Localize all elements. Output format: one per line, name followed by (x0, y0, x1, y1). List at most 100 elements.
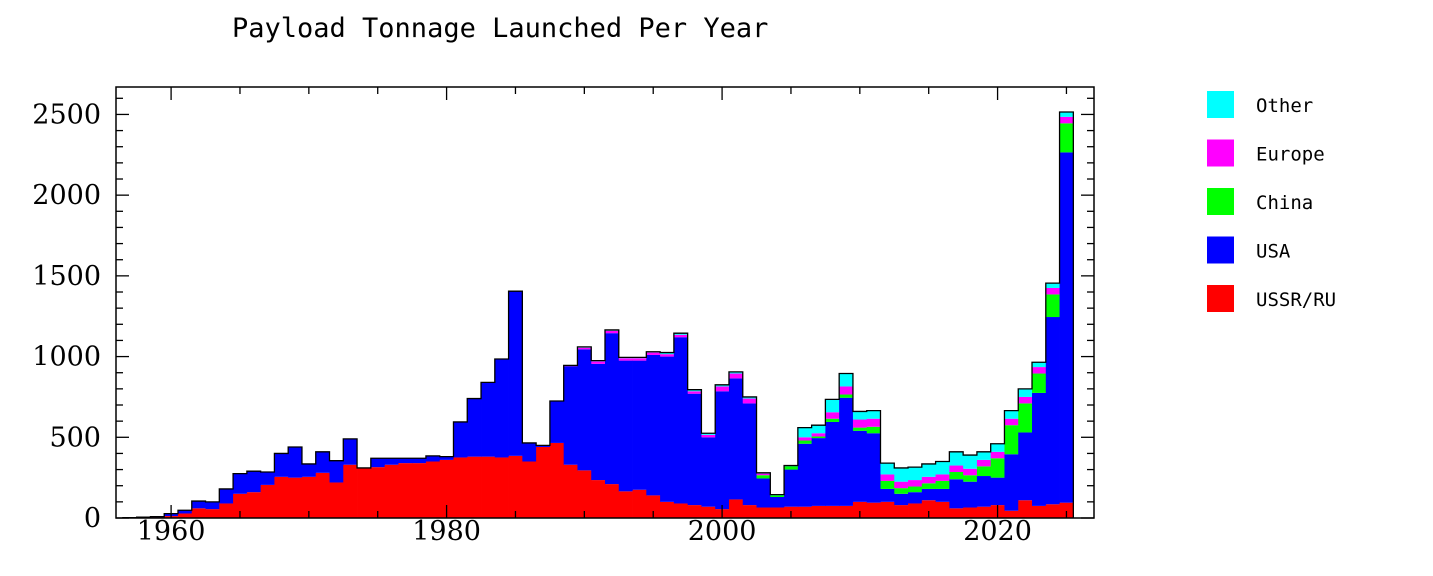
y-tick-label-0: 0 (84, 503, 101, 534)
bar-europe-2013 (894, 481, 909, 489)
bar-usa-2024 (1045, 317, 1060, 505)
bar-ussr-ru-1973 (343, 464, 358, 518)
bar-ussr-ru-2021 (1004, 510, 1019, 518)
bar-europe-2016 (935, 474, 950, 481)
bar-usa-2000 (715, 391, 730, 510)
bar-usa-1966 (246, 471, 262, 493)
bar-other-2001 (728, 371, 744, 374)
bar-ussr-ru-2015 (921, 500, 936, 518)
bar-europe-1992 (605, 330, 620, 334)
bar-other-2009 (839, 373, 854, 387)
bar-china-2006 (797, 440, 813, 444)
bar-ussr-ru-1982 (467, 456, 482, 518)
bar-ussr-ru-2018 (963, 507, 978, 518)
bar-ussr-ru-1969 (288, 477, 303, 518)
bar-other-2020 (990, 443, 1005, 452)
bar-ussr-ru-1999 (701, 506, 716, 518)
bar-europe-1990 (577, 347, 592, 350)
bar-europe-2001 (728, 373, 744, 379)
bar-usa-2019 (976, 476, 992, 507)
bar-usa-1994 (632, 360, 647, 490)
bar-usa-1984 (494, 359, 509, 458)
bar-other-2019 (976, 451, 992, 460)
bar-europe-1995 (646, 352, 661, 355)
bar-ussr-ru-2019 (976, 506, 992, 518)
bar-usa-1963 (205, 501, 220, 510)
x-tick-label-2020: 2020 (963, 516, 1032, 547)
bar-china-2005 (784, 466, 799, 470)
plot-frame (115, 86, 1095, 519)
bar-usa-2004 (770, 497, 785, 508)
bar-ussr-ru-2009 (839, 505, 854, 518)
bar-usa-2003 (756, 478, 771, 508)
bar-ussr-ru-1984 (494, 457, 509, 518)
bar-china-2009 (839, 394, 854, 398)
bar-ussr-ru-2011 (866, 502, 881, 518)
bar-usa-1996 (660, 356, 675, 502)
bar-usa-2014 (908, 492, 923, 504)
bar-usa-1998 (687, 393, 702, 506)
bar-usa-2018 (963, 481, 978, 508)
bar-ussr-ru-2022 (1018, 500, 1033, 518)
bar-ussr-ru-1976 (384, 464, 399, 518)
bar-ussr-ru-1985 (508, 455, 523, 518)
bar-europe-2009 (839, 386, 854, 395)
bar-ussr-ru-1967 (260, 484, 275, 518)
bar-usa-2007 (811, 438, 826, 506)
bar-ussr-ru-2006 (797, 506, 813, 518)
bar-ussr-ru-2014 (908, 503, 923, 518)
bar-ussr-ru-1996 (660, 501, 675, 518)
y-tick-label-2000: 2000 (32, 180, 101, 211)
bar-usa-1973 (343, 438, 358, 465)
bar-china-2010 (852, 427, 868, 431)
bar-ussr-ru-2007 (811, 505, 826, 518)
bar-usa-1962 (191, 501, 206, 509)
legend: Other Europe China USA USSR/RU (1207, 91, 1336, 312)
bar-usa-1989 (563, 366, 578, 465)
bar-usa-1976 (384, 458, 399, 465)
bar-ussr-ru-1993 (618, 491, 633, 518)
bar-ussr-ru-1968 (274, 476, 289, 518)
bar-ussr-ru-1962 (191, 508, 206, 518)
bar-ussr-ru-1988 (549, 442, 565, 518)
y-tick-label-500: 500 (49, 422, 101, 453)
bar-ussr-ru-1961 (177, 513, 193, 518)
bar-usa-1971 (315, 451, 330, 473)
legend-label-europe: Europe (1256, 144, 1325, 166)
bar-usa-1997 (673, 337, 689, 504)
bar-usa-2017 (949, 479, 964, 509)
bar-other-2006 (797, 427, 813, 438)
bar-europe-2018 (963, 468, 978, 476)
bar-europe-2010 (852, 419, 868, 428)
legend-swatch-china (1207, 188, 1234, 215)
x-tick-label-1960: 1960 (137, 516, 206, 547)
bar-europe-2020 (990, 451, 1005, 459)
bar-other-2022 (1018, 388, 1033, 397)
legend-swatch-europe (1207, 139, 1234, 167)
bar-usa-1977 (398, 458, 413, 464)
bar-ussr-ru-1995 (646, 495, 661, 518)
bar-other-1998 (687, 389, 702, 392)
bar-ussr-ru-1966 (246, 492, 262, 518)
x-tick-label-2000: 2000 (688, 516, 757, 547)
bar-group (122, 111, 1074, 519)
bar-ussr-ru-1975 (370, 467, 385, 518)
bar-usa-1987 (536, 445, 551, 447)
bar-other-2024 (1045, 283, 1060, 288)
bar-other-2008 (825, 399, 840, 413)
bar-other-2018 (963, 455, 978, 469)
bar-other-2000 (715, 384, 730, 387)
bar-china-2016 (935, 480, 950, 489)
bar-europe-2017 (949, 465, 964, 472)
bar-usa-1982 (467, 398, 482, 457)
bar-other-1996 (660, 352, 675, 355)
bar-usa-1999 (701, 437, 716, 507)
bar-europe-2003 (756, 473, 771, 476)
bar-china-2017 (949, 471, 964, 480)
bar-other-2010 (852, 411, 868, 420)
bar-usa-1967 (260, 471, 275, 485)
bar-china-2020 (990, 458, 1005, 478)
bar-ussr-ru-1994 (632, 489, 647, 518)
bar-usa-2022 (1018, 432, 1033, 501)
bar-other-2017 (949, 451, 964, 466)
